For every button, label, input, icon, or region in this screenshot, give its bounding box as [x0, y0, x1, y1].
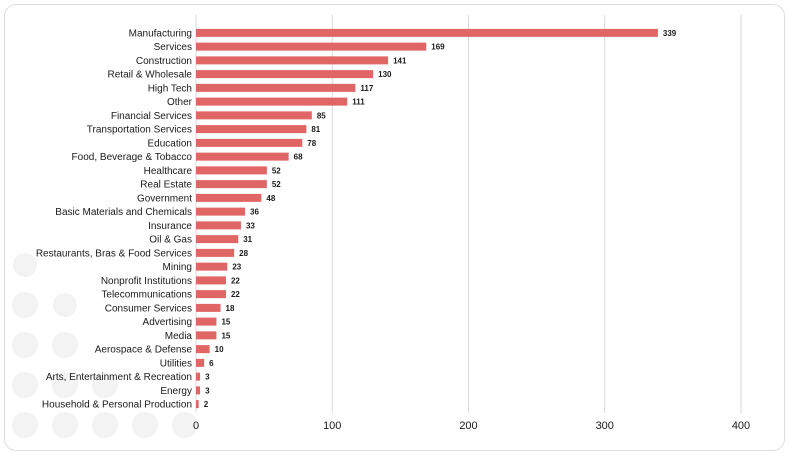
value-label-10: 52 — [272, 166, 281, 175]
value-label-0: 339 — [663, 29, 677, 38]
bar-19 — [196, 290, 226, 299]
category-label-26: Energy — [160, 386, 192, 397]
bar-1 — [196, 42, 427, 51]
category-label-5: Other — [167, 97, 193, 108]
bar-26 — [196, 386, 201, 395]
value-label-12: 48 — [266, 194, 275, 203]
category-label-14: Insurance — [148, 221, 192, 232]
category-label-2: Construction — [136, 56, 192, 67]
category-label-13: Basic Materials and Chemicals — [55, 207, 192, 218]
category-labels: Manufacturing Services Construction Retail … — [36, 28, 193, 410]
bar-11 — [196, 180, 267, 189]
x-axis-tick-labels: 0 100 200 300 400 — [193, 420, 750, 432]
category-label-10: Healthcare — [144, 166, 193, 177]
value-label-18: 22 — [231, 276, 240, 285]
category-label-20: Consumer Services — [105, 303, 192, 314]
bar-8 — [196, 138, 303, 147]
value-label-22: 15 — [221, 331, 230, 340]
value-label-13: 36 — [250, 208, 259, 217]
value-label-5: 111 — [352, 98, 365, 107]
value-label-24: 6 — [209, 359, 214, 368]
bar-12 — [196, 193, 262, 202]
category-label-25: Arts, Entertainment & Recreation — [46, 372, 192, 383]
bar-9 — [196, 152, 289, 161]
category-label-23: Aerospace & Defense — [95, 345, 193, 356]
x-tick-label-3: 300 — [596, 420, 614, 432]
category-label-27: Household & Personal Production — [42, 400, 192, 411]
value-label-23: 10 — [215, 345, 224, 354]
category-label-15: Oil & Gas — [149, 235, 192, 246]
background-dot-pattern — [12, 253, 198, 438]
value-label-7: 81 — [311, 125, 320, 134]
bar-22 — [196, 331, 217, 340]
value-label-19: 22 — [231, 290, 240, 299]
value-label-8: 78 — [307, 139, 316, 148]
category-label-3: Retail & Wholesale — [108, 70, 193, 81]
bar-14 — [196, 221, 241, 230]
bar-chart: 0 100 200 300 400 Manufacturing Services Constr… — [36, 15, 750, 432]
value-label-25: 3 — [205, 373, 210, 382]
bar-18 — [196, 276, 226, 285]
bar-20 — [196, 303, 221, 312]
category-label-12: Government — [137, 193, 192, 204]
category-label-6: Financial Services — [111, 111, 192, 122]
value-label-3: 130 — [378, 70, 392, 79]
bar-4 — [196, 83, 356, 92]
category-label-22: Media — [165, 331, 193, 342]
category-label-17: Mining — [163, 262, 192, 273]
value-label-21: 15 — [221, 318, 230, 327]
value-label-27: 2 — [204, 400, 209, 409]
category-label-11: Real Estate — [140, 180, 192, 191]
category-label-8: Education — [148, 138, 192, 149]
value-label-9: 68 — [294, 153, 303, 162]
chart-panel: 0 100 200 300 400 Manufacturing Services Constr… — [4, 4, 785, 451]
value-labels: 3391691411301171118581786852524836333128… — [204, 29, 677, 409]
bar-23 — [196, 345, 210, 354]
value-label-6: 85 — [317, 111, 326, 120]
bars — [196, 28, 658, 409]
value-label-20: 18 — [226, 304, 235, 313]
bar-27 — [196, 400, 199, 409]
bar-10 — [196, 166, 267, 175]
value-label-15: 31 — [243, 235, 252, 244]
bar-13 — [196, 207, 246, 216]
bar-16 — [196, 248, 235, 257]
bar-2 — [196, 56, 389, 65]
x-tick-label-0: 0 — [193, 420, 199, 432]
category-label-18: Nonprofit Institutions — [101, 276, 192, 287]
bar-15 — [196, 235, 239, 244]
background-dots — [12, 253, 198, 438]
category-label-19: Telecommunications — [101, 290, 192, 301]
bar-17 — [196, 262, 228, 271]
category-label-9: Food, Beverage & Tobacco — [72, 152, 193, 163]
value-label-11: 52 — [272, 180, 281, 189]
value-label-4: 117 — [360, 84, 373, 93]
x-tick-label-4: 400 — [732, 420, 750, 432]
category-label-1: Services — [154, 42, 192, 53]
category-label-24: Utilities — [160, 358, 192, 369]
category-label-4: High Tech — [148, 83, 192, 94]
bar-3 — [196, 70, 374, 79]
value-label-1: 169 — [431, 43, 445, 52]
bar-0 — [196, 28, 658, 37]
bar-25 — [196, 372, 201, 381]
bar-21 — [196, 317, 217, 326]
category-label-0: Manufacturing — [129, 28, 192, 39]
category-label-7: Transportation Services — [87, 125, 192, 136]
bar-6 — [196, 111, 312, 120]
category-label-21: Advertising — [143, 317, 192, 328]
category-label-16: Restaurants, Bras & Food Services — [36, 248, 192, 259]
value-label-2: 141 — [393, 56, 407, 65]
x-tick-label-2: 200 — [459, 420, 477, 432]
x-tick-label-1: 100 — [323, 420, 341, 432]
value-label-26: 3 — [205, 386, 210, 395]
value-label-16: 28 — [239, 249, 248, 258]
value-label-14: 33 — [246, 221, 255, 230]
gridlines — [195, 15, 742, 413]
bar-5 — [196, 97, 348, 106]
bar-7 — [196, 125, 307, 134]
value-label-17: 23 — [232, 263, 241, 272]
bar-24 — [196, 358, 205, 367]
